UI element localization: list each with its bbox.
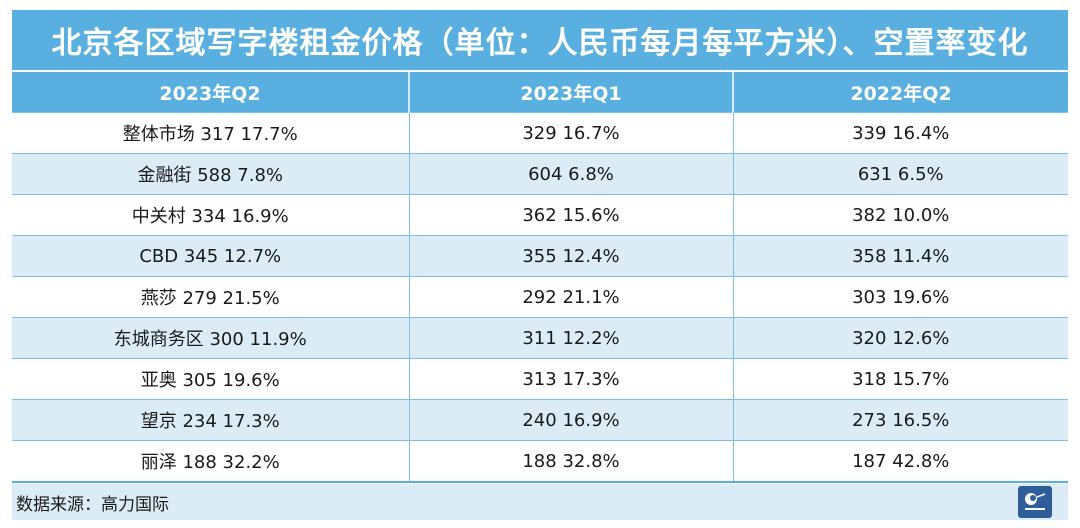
table-title: 北京各区域写字楼租金价格（单位：人民币每月每平方米）、空置率变化 <box>12 10 1068 70</box>
table-row: 丽泽 188 32.2% 188 32.8% 187 42.8% <box>12 440 1068 483</box>
table-cell: 292 21.1% <box>409 276 734 318</box>
table-cell: 631 6.5% <box>733 153 1068 195</box>
header-row: 2023年Q2 2023年Q1 2022年Q2 <box>12 72 1068 113</box>
table-cell: 313 17.3% <box>409 358 734 400</box>
table-row: CBD 345 12.7% 355 12.4% 358 11.4% <box>12 235 1068 277</box>
table-row: 中关村 334 16.9% 362 15.6% 382 10.0% <box>12 194 1068 236</box>
column-header: 2023年Q1 <box>409 72 734 113</box>
table-cell: 318 15.7% <box>733 358 1068 400</box>
table-cell: 382 10.0% <box>733 194 1068 236</box>
table-cell: 金融街 588 7.8% <box>12 153 410 195</box>
table-cell: 320 12.6% <box>733 317 1068 359</box>
table-cell: 339 16.4% <box>733 112 1068 154</box>
data-table: 2023年Q2 2023年Q1 2022年Q2 整体市场 317 17.7% 3… <box>12 72 1068 483</box>
table-cell: 188 32.8% <box>409 440 734 483</box>
table-cell: 丽泽 188 32.2% <box>12 440 410 483</box>
table-row: 亚奥 305 19.6% 313 17.3% 318 15.7% <box>12 358 1068 400</box>
table-cell: 303 19.6% <box>733 276 1068 318</box>
publisher-logo-icon <box>1018 486 1052 518</box>
table-row: 望京 234 17.3% 240 16.9% 273 16.5% <box>12 399 1068 441</box>
table-row: 整体市场 317 17.7% 329 16.7% 339 16.4% <box>12 112 1068 154</box>
table-row: 东城商务区 300 11.9% 311 12.2% 320 12.6% <box>12 317 1068 359</box>
table-row: 金融街 588 7.8% 604 6.8% 631 6.5% <box>12 153 1068 195</box>
source-footer: 数据来源：高力国际 <box>12 484 1068 520</box>
table-cell: 358 11.4% <box>733 235 1068 277</box>
column-header: 2022年Q2 <box>733 72 1068 113</box>
table-cell: 240 16.9% <box>409 399 734 441</box>
table-cell: 整体市场 317 17.7% <box>12 112 410 154</box>
table-row: 燕莎 279 21.5% 292 21.1% 303 19.6% <box>12 276 1068 318</box>
table-cell: CBD 345 12.7% <box>12 235 410 277</box>
table-cell: 187 42.8% <box>733 440 1068 483</box>
table-cell: 362 15.6% <box>409 194 734 236</box>
column-header: 2023年Q2 <box>12 72 410 113</box>
table-cell: 604 6.8% <box>409 153 734 195</box>
logo-mark-icon <box>1025 493 1046 510</box>
table-cell: 329 16.7% <box>409 112 734 154</box>
table-cell: 亚奥 305 19.6% <box>12 358 410 400</box>
table-figure: 北京各区域写字楼租金价格（单位：人民币每月每平方米）、空置率变化 2023年Q2… <box>12 10 1068 520</box>
table-cell: 燕莎 279 21.5% <box>12 276 410 318</box>
table-cell: 273 16.5% <box>733 399 1068 441</box>
table-cell: 311 12.2% <box>409 317 734 359</box>
table-cell: 355 12.4% <box>409 235 734 277</box>
table-cell: 东城商务区 300 11.9% <box>12 317 410 359</box>
table-cell: 望京 234 17.3% <box>12 399 410 441</box>
source-note: 数据来源：高力国际 <box>16 494 169 515</box>
table-cell: 中关村 334 16.9% <box>12 194 410 236</box>
